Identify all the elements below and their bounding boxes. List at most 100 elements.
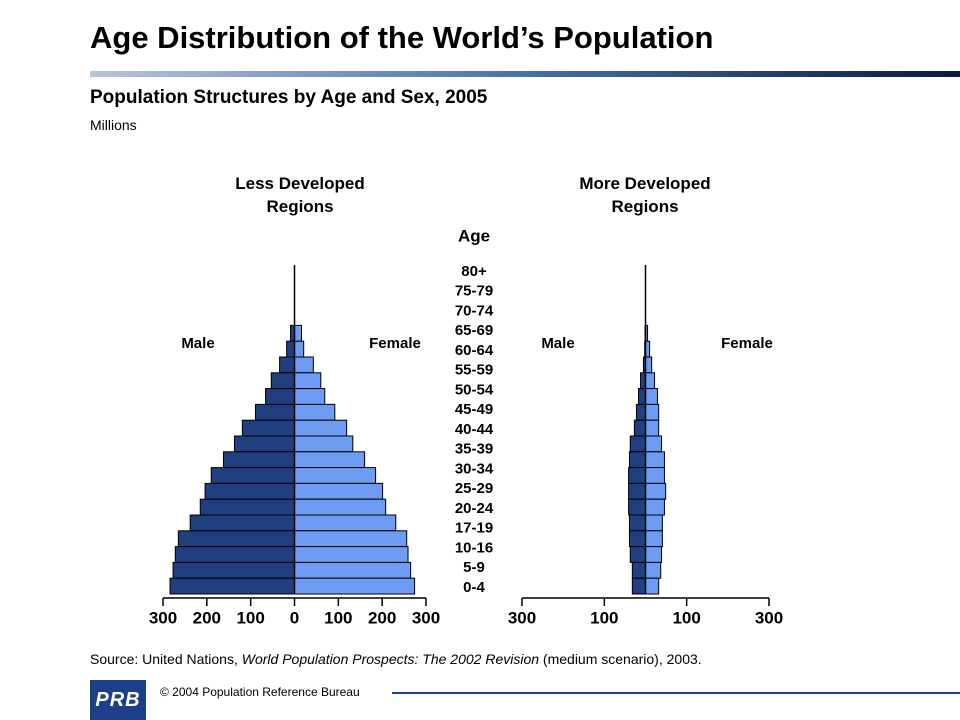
bar	[645, 546, 663, 563]
source: Source: United Nations, World Population…	[90, 651, 702, 667]
bar	[645, 498, 665, 516]
page-title: Age Distribution of the World’s Populati…	[90, 20, 714, 55]
age-label: 35-39	[455, 441, 493, 458]
bar	[294, 530, 408, 548]
age-axis-label: Age	[458, 226, 490, 245]
bar	[628, 451, 647, 469]
bar	[645, 403, 660, 421]
bar	[294, 372, 322, 390]
bar	[270, 372, 296, 390]
bar	[638, 388, 646, 405]
bar	[294, 419, 348, 437]
bar	[628, 530, 647, 548]
x-tick-label: 100	[590, 608, 618, 627]
bar	[169, 577, 295, 595]
bar	[628, 482, 646, 500]
bar	[294, 482, 384, 500]
age-label: 20-24	[455, 500, 494, 517]
bar	[294, 388, 326, 405]
bar	[265, 388, 296, 405]
x-tick-label: 0	[290, 608, 299, 627]
bar	[210, 467, 295, 484]
bar	[645, 388, 658, 405]
age-label: 40-44	[455, 421, 494, 438]
bar	[189, 514, 295, 532]
bar	[294, 514, 397, 532]
bar	[294, 577, 416, 595]
age-label: 65-69	[455, 322, 493, 339]
legend-label: Male	[181, 335, 214, 352]
bar	[645, 577, 660, 595]
bar	[204, 482, 295, 500]
bar	[286, 340, 295, 358]
bar	[294, 356, 314, 374]
bar	[294, 403, 336, 421]
bar	[199, 498, 295, 516]
bar	[645, 482, 667, 500]
copyright: © 2004 Population Reference Bureau	[160, 685, 360, 699]
bar	[294, 435, 354, 453]
age-label: 30-34	[455, 460, 494, 477]
bar	[645, 435, 663, 453]
age-label: 5-9	[463, 559, 485, 576]
x-tick-label: 300	[149, 608, 177, 627]
age-label: 80+	[461, 263, 487, 280]
subtitle: Population Structures by Age and Sex, 20…	[90, 87, 488, 108]
bar	[222, 451, 296, 469]
bar	[629, 546, 646, 563]
bar	[645, 530, 663, 548]
age-label: 0-4	[463, 579, 485, 596]
legend-label: Male	[541, 335, 574, 352]
age-label: 50-54	[455, 381, 494, 398]
units: Millions	[90, 117, 137, 133]
bar	[645, 514, 663, 532]
x-tick-label: 100	[236, 608, 264, 627]
x-tick-label: 300	[412, 608, 440, 627]
bar	[633, 419, 647, 437]
x-tick-label: 200	[368, 608, 396, 627]
bar	[629, 435, 646, 453]
bar	[294, 561, 412, 579]
bar	[172, 561, 295, 579]
bar	[631, 561, 646, 579]
age-label: 25-29	[455, 480, 493, 497]
bar	[635, 403, 647, 421]
bar	[645, 451, 665, 469]
bar	[294, 340, 305, 358]
x-tick-label: 300	[508, 608, 536, 627]
bar	[177, 530, 295, 548]
bar	[279, 356, 296, 374]
source-text: (medium scenario), 2003.	[539, 651, 702, 667]
bar	[233, 435, 295, 453]
age-label: 45-49	[455, 401, 493, 418]
age-label: 70-74	[455, 302, 494, 319]
source-text: Source: United Nations,	[90, 651, 242, 667]
source-title: World Population Prospects: The 2002 Rev…	[241, 651, 540, 667]
bar	[645, 419, 660, 437]
legend-label: Female	[369, 335, 421, 352]
bar	[294, 467, 377, 484]
x-tick-label: 300	[755, 608, 783, 627]
bar	[645, 467, 665, 484]
bar	[174, 546, 295, 563]
bar	[645, 372, 656, 390]
logo: PRB	[90, 680, 146, 720]
age-label: 75-79	[455, 283, 493, 300]
x-tick-label: 100	[324, 608, 352, 627]
chart-title: Less Developed Regions	[235, 174, 365, 216]
age-label: 60-64	[455, 342, 494, 359]
bar	[294, 451, 366, 469]
bar	[294, 498, 387, 516]
bar	[645, 561, 662, 579]
bar	[294, 546, 409, 563]
age-label: 17-19	[455, 520, 493, 537]
age-label: 10-16	[455, 539, 493, 556]
bar	[294, 324, 303, 342]
bar	[628, 498, 646, 516]
x-tick-label: 100	[672, 608, 700, 627]
x-tick-label: 200	[193, 608, 221, 627]
legend-label: Female	[721, 335, 773, 352]
bar	[241, 419, 295, 437]
